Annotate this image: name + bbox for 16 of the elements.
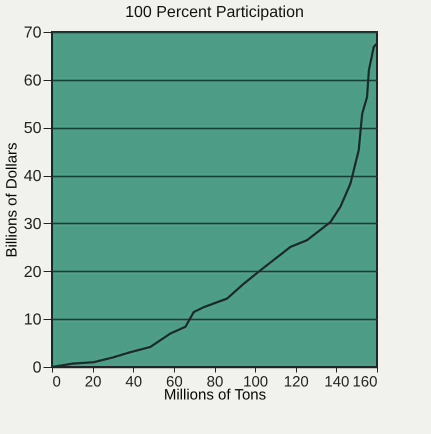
y-tick-label: 70 xyxy=(24,24,42,42)
x-tick-label: 0 xyxy=(52,374,61,390)
y-tick-label: 30 xyxy=(24,216,42,233)
y-tick-label: 10 xyxy=(24,312,42,329)
y-tick-label: 20 xyxy=(24,264,42,281)
y-tick-label: 60 xyxy=(24,72,42,90)
x-tick-label: 20 xyxy=(84,374,102,390)
y-tick-label: 0 xyxy=(32,360,42,376)
x-tick-label: 140 xyxy=(324,374,350,390)
y-axis-title: Billions of Dollars xyxy=(4,142,21,258)
x-tick-label: 160 xyxy=(352,374,378,390)
chart-title: 100 Percent Participation xyxy=(125,4,304,21)
x-tick-label: 40 xyxy=(125,374,142,390)
y-tick-label: 50 xyxy=(24,120,42,138)
x-tick-label: 120 xyxy=(284,374,309,390)
y-tick-label: 40 xyxy=(24,168,42,186)
